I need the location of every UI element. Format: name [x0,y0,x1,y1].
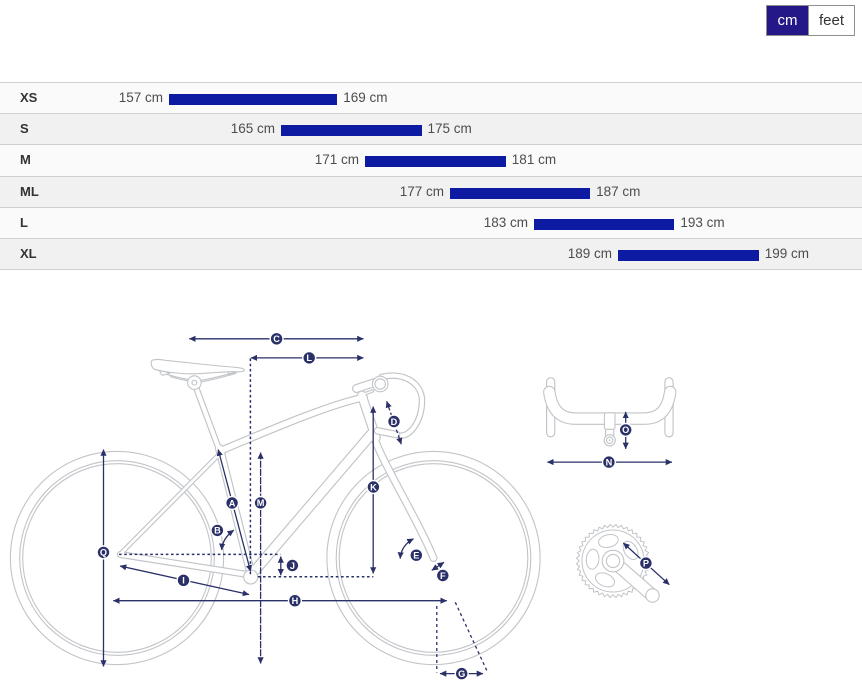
svg-text:L: L [306,353,312,363]
svg-text:I: I [182,576,185,586]
svg-text:E: E [413,551,419,561]
svg-text:P: P [643,558,649,568]
svg-text:J: J [290,561,295,571]
svg-text:C: C [273,334,280,344]
svg-text:K: K [370,482,377,492]
svg-text:O: O [622,425,629,435]
svg-text:A: A [229,498,236,508]
svg-text:F: F [440,571,446,581]
svg-text:N: N [606,457,613,467]
svg-text:M: M [257,498,265,508]
svg-text:Q: Q [100,548,107,558]
svg-text:G: G [458,669,465,679]
svg-text:D: D [391,417,398,427]
svg-text:H: H [292,596,299,606]
svg-text:B: B [214,526,221,536]
